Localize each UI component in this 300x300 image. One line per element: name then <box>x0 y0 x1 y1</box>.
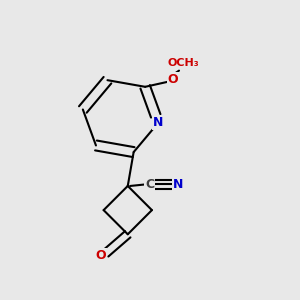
Text: C: C <box>145 178 154 191</box>
Text: N: N <box>172 178 183 191</box>
Text: N: N <box>153 116 164 129</box>
Text: OCH₃: OCH₃ <box>168 58 199 68</box>
Text: O: O <box>168 73 178 86</box>
Text: O: O <box>95 249 106 262</box>
